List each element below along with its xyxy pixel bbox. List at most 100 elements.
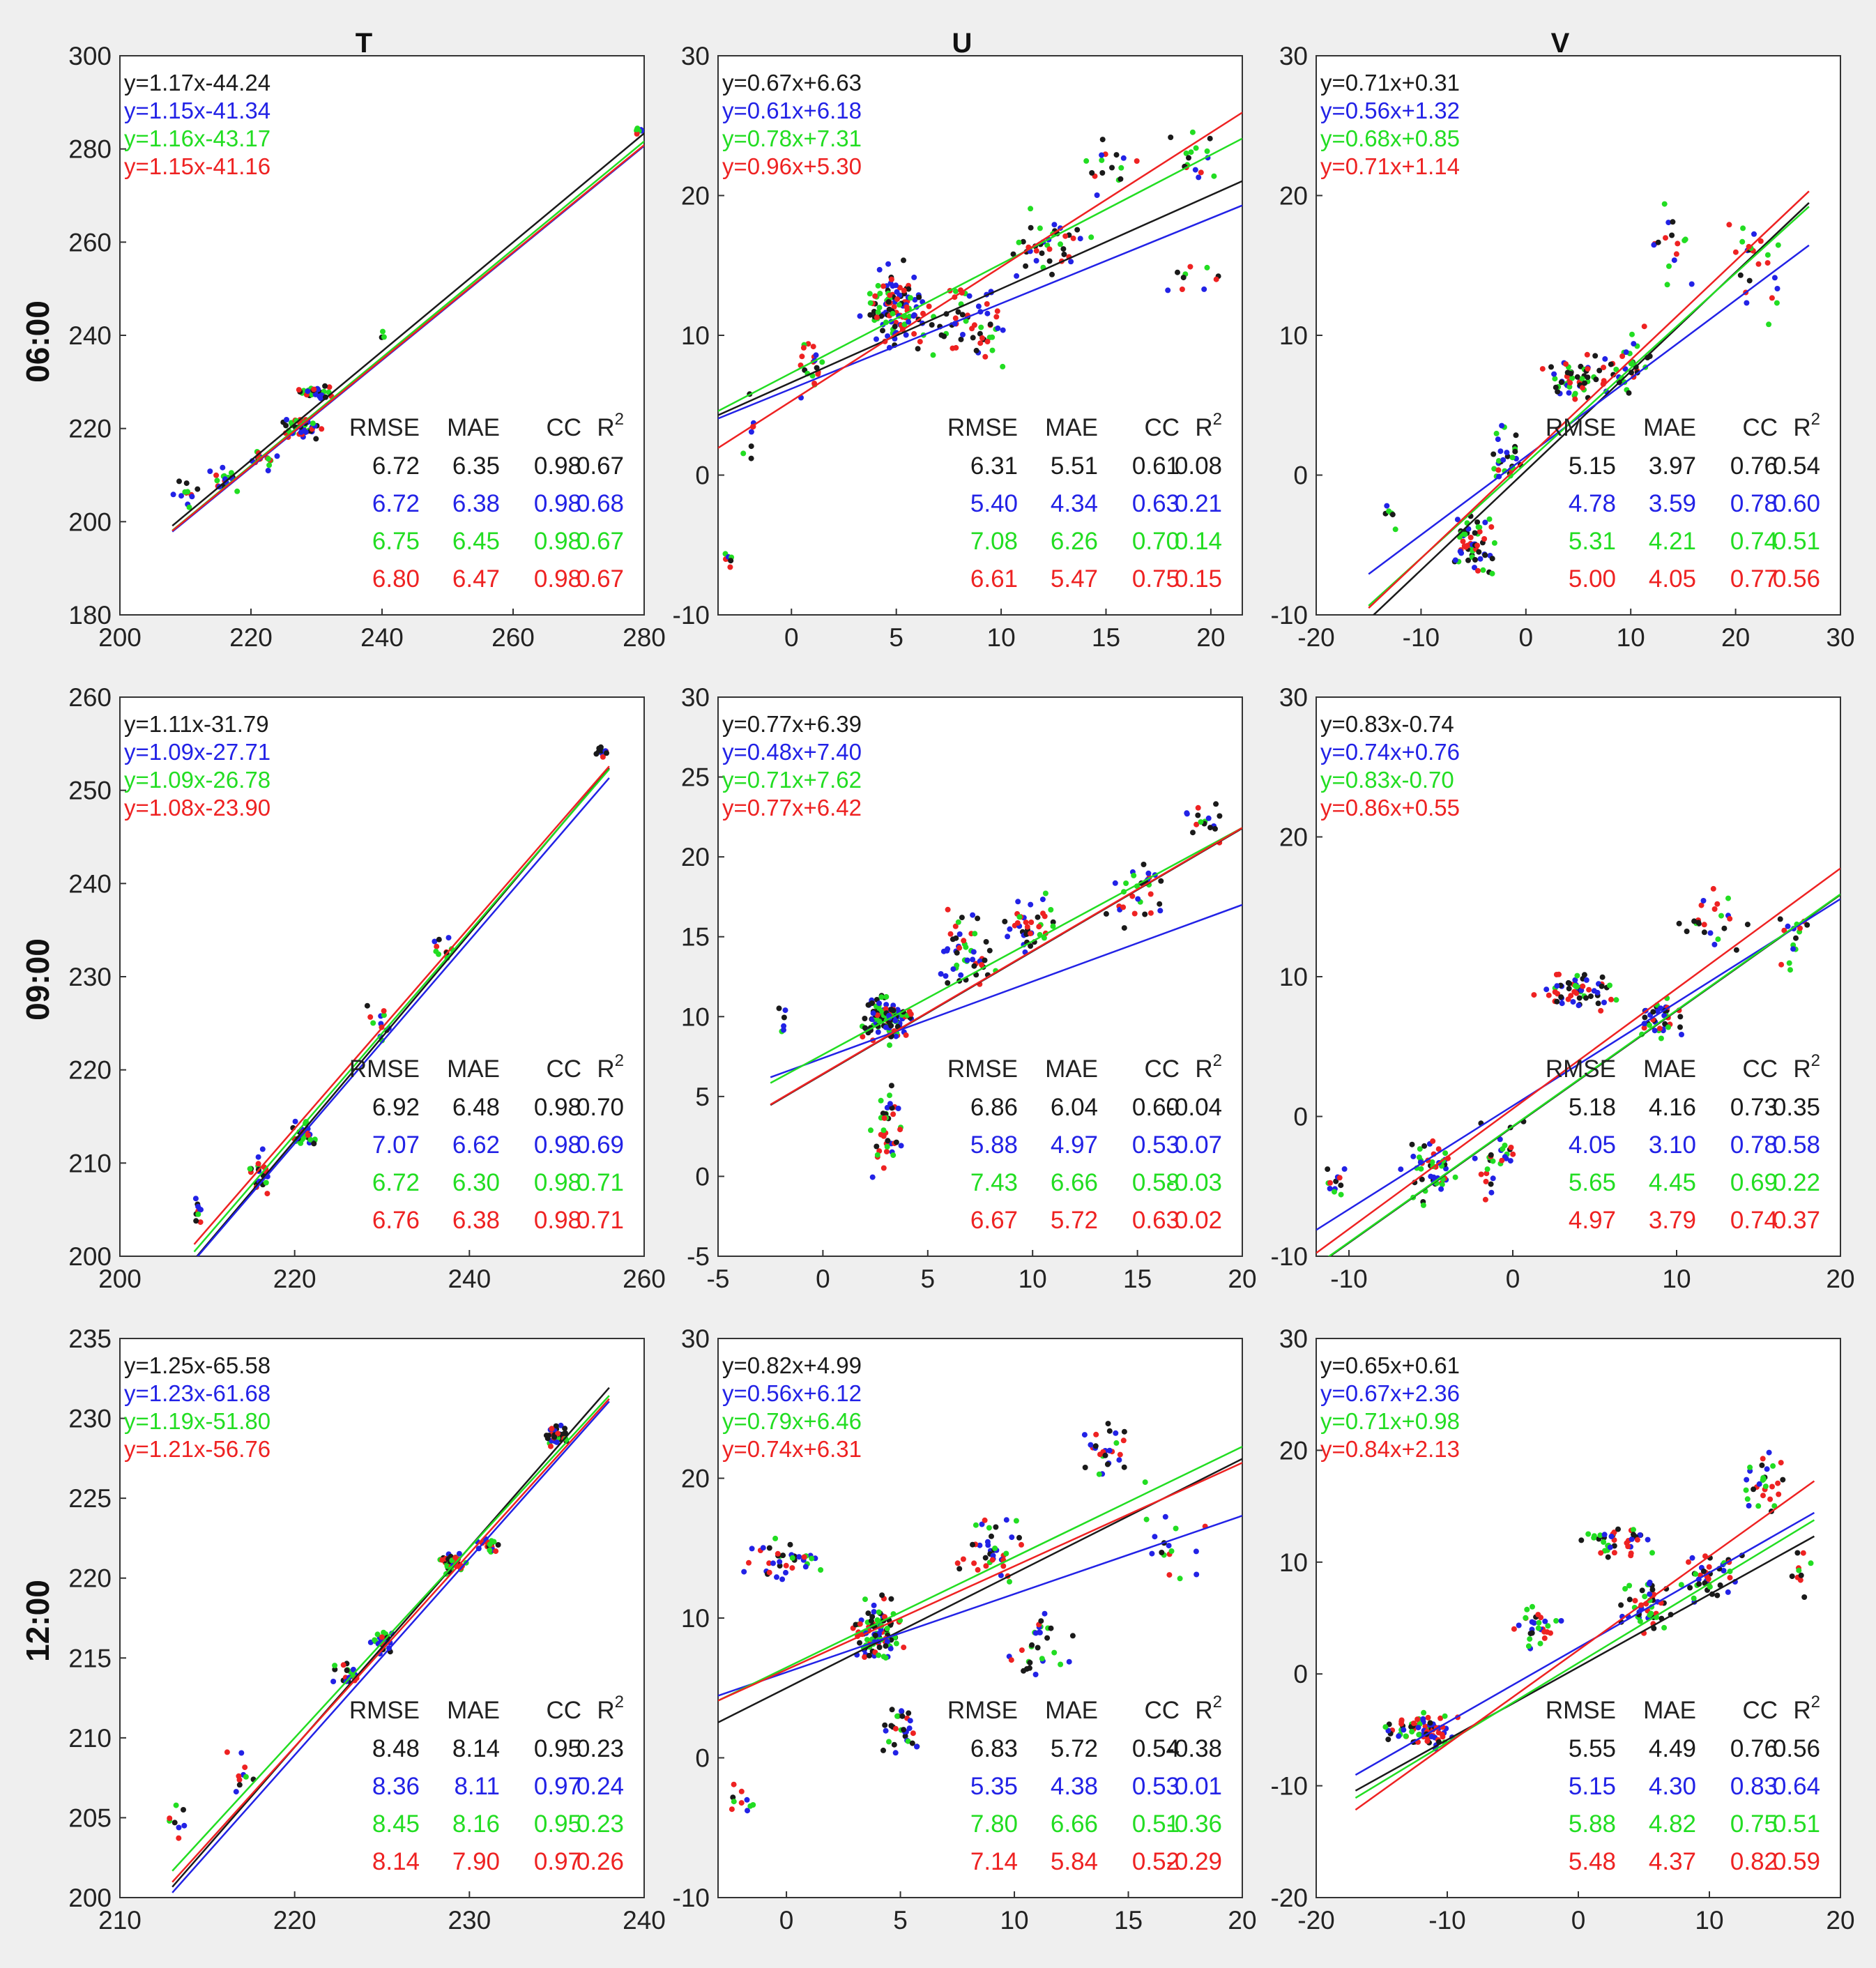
fit-equation-green: y=0.79x+6.46 [722, 1408, 862, 1434]
x-tick-label: 260 [491, 623, 535, 652]
scatter-point [993, 1524, 999, 1530]
x-tick-label: 240 [623, 1906, 666, 1935]
scatter-point [1775, 1480, 1781, 1486]
scatter-point [1489, 556, 1495, 562]
fit-equation-red: y=0.77x+6.42 [722, 795, 862, 821]
scatter-point [950, 345, 956, 351]
scatter-point [908, 295, 913, 301]
scatter-point [1028, 901, 1034, 908]
scatter-point [1000, 1563, 1007, 1569]
scatter-point [1490, 1158, 1496, 1164]
stats-value-black: 3.97 [1649, 452, 1696, 480]
scatter-point [872, 1633, 878, 1638]
scatter-point [901, 1727, 907, 1733]
scatter-point [1746, 1502, 1752, 1509]
scatter-point [1333, 1178, 1339, 1184]
scatter-point [1535, 1625, 1541, 1631]
stats-value-blue: 6.38 [452, 490, 500, 517]
stats-header: CC [546, 1697, 581, 1724]
scatter-point [865, 1610, 871, 1617]
scatter-point [1409, 1729, 1415, 1734]
scatter-point [892, 1750, 899, 1756]
scatter-point [880, 283, 887, 289]
scatter-point [1601, 1532, 1608, 1538]
scatter-point [1567, 380, 1573, 386]
scatter-point [1143, 1516, 1150, 1523]
stats-value-red: 0.98 [534, 1207, 581, 1234]
scatter-point [801, 1554, 807, 1560]
scatter-point [303, 429, 309, 435]
scatter-point [1179, 287, 1185, 292]
scatter-point [1597, 1532, 1603, 1539]
scatter-point [1112, 880, 1118, 886]
fit-line-green [718, 137, 1242, 412]
scatter-point [1558, 379, 1564, 386]
stats-value-red: 0.02 [1175, 1207, 1222, 1234]
scatter-point [770, 1560, 776, 1566]
scatter-point [1701, 929, 1707, 936]
scatter-point [1435, 1146, 1442, 1152]
scatter-point [853, 1622, 859, 1628]
stats-value-black: 5.51 [1051, 452, 1098, 480]
scatter-point [381, 1629, 387, 1635]
scatter-point [1787, 967, 1793, 973]
scatter-point [1422, 1723, 1428, 1730]
panel-0600-v: -20 -10 0 10 20 30-100102030y=0.71x+0.31y=0.5… [1271, 42, 1855, 652]
scatter-point [901, 287, 907, 293]
scatter-point [1524, 1606, 1530, 1612]
scatter-point [983, 939, 989, 945]
scatter-point [1478, 1171, 1484, 1177]
x-tick-label: 20 [1228, 1906, 1256, 1935]
scatter-point [781, 1014, 787, 1021]
fit-equation-black: y=0.65x+0.61 [1320, 1352, 1460, 1378]
stats-value-black: 0.54 [1773, 452, 1820, 480]
scatter-point [884, 1638, 890, 1645]
scatter-point [1037, 1629, 1043, 1635]
stats-value-green: 0.51 [1773, 528, 1820, 555]
scatter-point [1102, 1452, 1108, 1458]
scatter-point [1028, 931, 1033, 937]
scatter-point [930, 352, 936, 358]
scatter-point [1631, 1532, 1636, 1538]
scatter-point [1046, 258, 1053, 264]
scatter-point [748, 455, 754, 462]
scatter-point [1684, 929, 1690, 934]
scatter-point [1566, 980, 1573, 986]
scatter-point [890, 1111, 897, 1118]
scatter-point [943, 973, 949, 979]
stats-value-green: 5.88 [1569, 1810, 1616, 1838]
scatter-point [866, 1652, 872, 1658]
fit-line-green [171, 1395, 610, 1872]
scatter-point [880, 1127, 887, 1134]
plot-area [119, 696, 645, 1257]
row-labels: 06:00 09:00 12:00 [20, 300, 56, 1662]
scatter-point [880, 1165, 887, 1171]
fit-equation-green: y=0.71x+0.98 [1320, 1408, 1460, 1434]
scatter-point [1541, 1635, 1548, 1641]
scatter-point [741, 1569, 747, 1575]
stats-value-red: 4.97 [1569, 1207, 1616, 1234]
scatter-point [1598, 1007, 1604, 1014]
stats-value-blue: 4.30 [1649, 1773, 1696, 1800]
scatter-point [1477, 528, 1483, 535]
scatter-point [1611, 1543, 1617, 1549]
stats-value-blue: 0.63 [1132, 490, 1180, 517]
stats-value-red: 5.47 [1051, 565, 1098, 593]
fit-line-red [171, 144, 644, 532]
scatter-point [889, 1105, 895, 1111]
scatter-point [1042, 890, 1048, 897]
scatter-point [1572, 390, 1578, 397]
x-tick-label: 230 [448, 1906, 491, 1935]
scatter-point [487, 1547, 493, 1553]
scatter-point [1804, 922, 1810, 928]
scatter-point [877, 291, 883, 296]
stats-value-red: 4.37 [1649, 1848, 1696, 1875]
scatter-point [236, 1782, 243, 1788]
fit-equation-green: y=0.83x-0.70 [1320, 767, 1454, 793]
scatter-point [1678, 1582, 1684, 1588]
fit-line-blue [1316, 898, 1840, 1231]
fit-line-black [1355, 1535, 1815, 1792]
scatter-point [1442, 1713, 1448, 1719]
y-tick-label: 0 [1293, 1103, 1308, 1131]
scatter-point [1767, 1496, 1774, 1502]
